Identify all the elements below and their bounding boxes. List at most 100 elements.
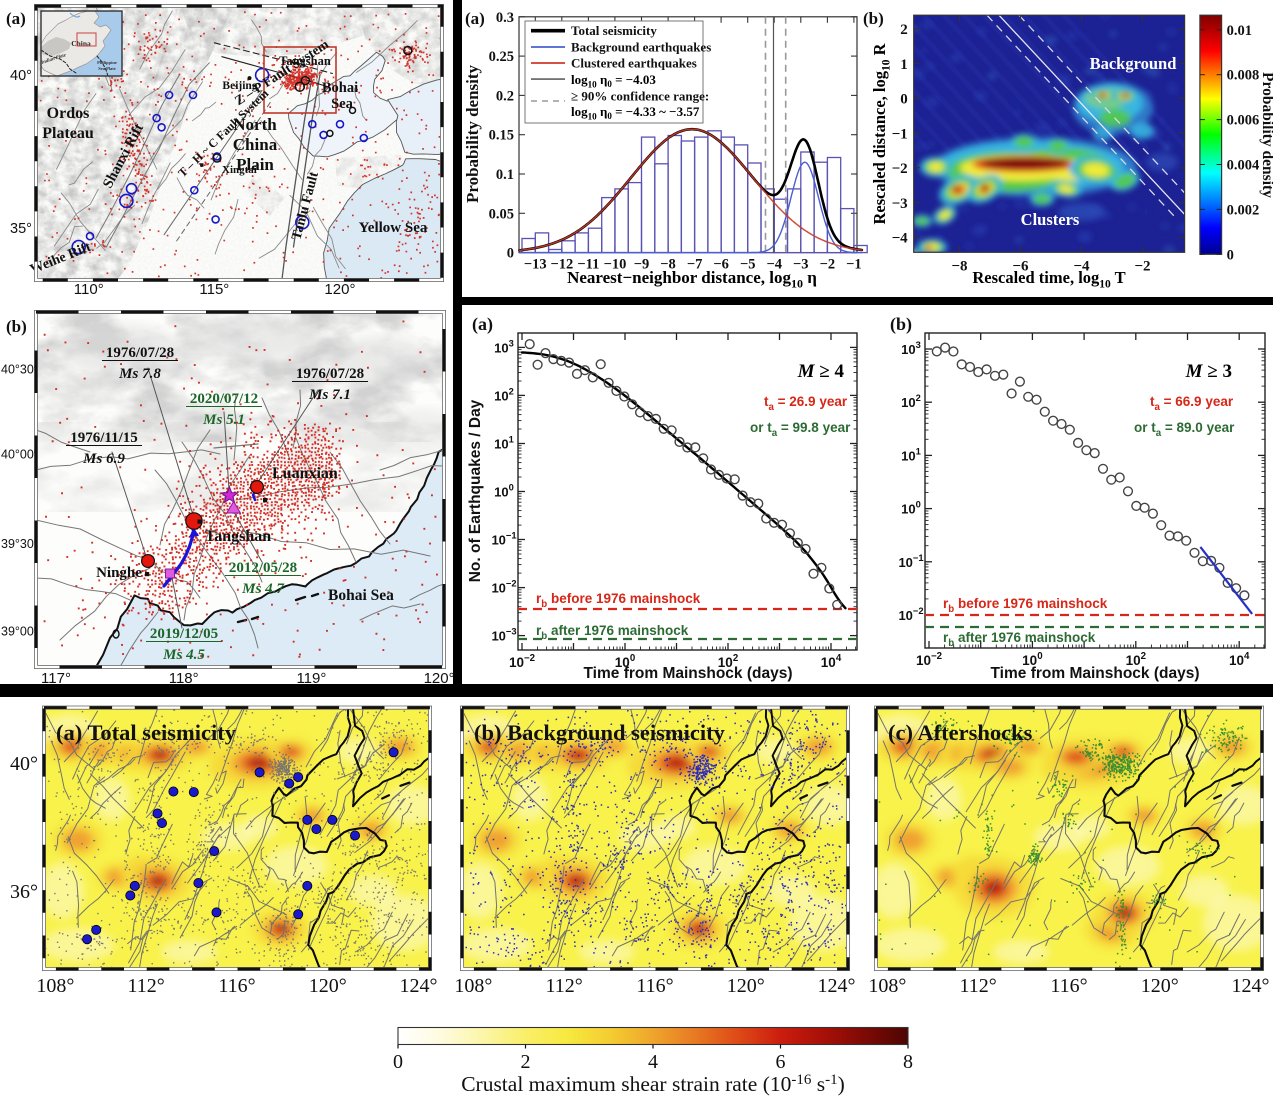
- svg-text:0: 0: [393, 1051, 403, 1073]
- svg-text:−8: −8: [660, 257, 676, 273]
- svg-text:116°: 116°: [1050, 975, 1087, 997]
- svg-text:2019/12/05: 2019/12/05: [150, 626, 218, 642]
- svg-text:(a): (a): [472, 314, 493, 335]
- svg-text:rb after 1976 mainshock: rb after 1976 mainshock: [943, 630, 1096, 649]
- svg-text:10−2: 10−2: [491, 579, 516, 596]
- svg-text:0.004: 0.004: [1227, 158, 1260, 174]
- svg-text:(a) Total seismicity: (a) Total seismicity: [56, 720, 237, 745]
- svg-text:124°: 124°: [818, 975, 856, 997]
- svg-text:≥ 90% confidence range:: ≥ 90% confidence range:: [571, 88, 709, 103]
- svg-text:2012/05/28: 2012/05/28: [229, 560, 297, 576]
- svg-text:−5: −5: [740, 257, 756, 273]
- svg-text:40°: 40°: [10, 68, 32, 84]
- svg-text:10−1: 10−1: [491, 531, 516, 548]
- svg-text:0.05: 0.05: [489, 206, 514, 222]
- svg-text:−2: −2: [892, 161, 908, 177]
- svg-text:Background: Background: [1090, 54, 1177, 73]
- svg-text:120°: 120°: [1141, 975, 1179, 997]
- svg-text:36°: 36°: [10, 881, 38, 903]
- svg-text:−4: −4: [1073, 258, 1090, 274]
- svg-text:Ordos: Ordos: [47, 105, 90, 122]
- svg-text:0: 0: [1227, 247, 1234, 263]
- svg-text:Time from Mainshock (days): Time from Mainshock (days): [990, 665, 1199, 682]
- svg-text:108°: 108°: [868, 975, 906, 997]
- svg-text:1976/11/15: 1976/11/15: [70, 430, 138, 446]
- svg-text:0: 0: [900, 92, 908, 108]
- svg-text:log10 η0 = −4.03: log10 η0 = −4.03: [571, 72, 656, 89]
- svg-text:120°: 120°: [324, 281, 355, 298]
- svg-text:101: 101: [901, 446, 921, 463]
- svg-text:ta = 26.9 year: ta = 26.9 year: [764, 394, 848, 413]
- svg-text:−13: −13: [524, 257, 547, 273]
- svg-text:Crustal maximum shear strain r: Crustal maximum shear strain rate (10-16…: [461, 1072, 845, 1096]
- svg-text:112°: 112°: [546, 975, 583, 997]
- svg-text:39°30′: 39°30′: [1, 537, 37, 551]
- svg-text:Tangshan: Tangshan: [279, 54, 331, 68]
- svg-text:North: North: [233, 115, 277, 134]
- svg-text:−1: −1: [892, 126, 908, 142]
- svg-text:Luanxian: Luanxian: [272, 465, 338, 482]
- svg-text:101: 101: [494, 434, 514, 451]
- svg-text:40°: 40°: [10, 753, 38, 775]
- svg-text:No. of Earthquakes / Day: No. of Earthquakes / Day: [467, 399, 484, 582]
- svg-text:Bohai Sea: Bohai Sea: [328, 587, 394, 604]
- svg-text:8: 8: [903, 1051, 913, 1073]
- svg-text:rb before 1976 mainshock: rb before 1976 mainshock: [943, 596, 1108, 615]
- svg-text:Nearest−neighbor distance, log: Nearest−neighbor distance, log10 η: [567, 268, 817, 291]
- svg-text:116°: 116°: [218, 975, 255, 997]
- svg-text:(b) Background seismicity: (b) Background seismicity: [474, 720, 726, 745]
- svg-text:1976/07/28: 1976/07/28: [296, 366, 364, 382]
- svg-text:(b): (b): [890, 314, 912, 335]
- svg-text:0.3: 0.3: [496, 10, 514, 26]
- svg-text:M ≥ 3: M ≥ 3: [1185, 361, 1232, 382]
- svg-text:40°30′: 40°30′: [1, 363, 37, 377]
- svg-text:10−3: 10−3: [491, 627, 516, 644]
- svg-text:−2: −2: [820, 257, 836, 273]
- svg-text:rb before 1976 mainshock: rb before 1976 mainshock: [536, 591, 701, 610]
- svg-text:−1: −1: [846, 257, 862, 273]
- svg-text:10−2: 10−2: [898, 606, 923, 623]
- svg-text:−9: −9: [634, 257, 650, 273]
- svg-text:120°: 120°: [727, 975, 765, 997]
- svg-text:Ms 7.1: Ms 7.1: [308, 387, 351, 403]
- svg-text:−12: −12: [550, 257, 573, 273]
- svg-text:1976/07/28: 1976/07/28: [106, 345, 174, 361]
- svg-text:124°: 124°: [1232, 975, 1270, 997]
- svg-text:Total seismicity: Total seismicity: [571, 23, 657, 38]
- svg-text:4: 4: [648, 1051, 658, 1073]
- svg-text:124°: 124°: [400, 975, 438, 997]
- svg-text:−6: −6: [713, 257, 729, 273]
- svg-text:Tangshan: Tangshan: [205, 528, 271, 545]
- svg-text:112°: 112°: [960, 975, 997, 997]
- svg-text:104: 104: [1229, 651, 1250, 668]
- svg-text:10−2: 10−2: [916, 651, 943, 668]
- svg-text:40°00′: 40°00′: [1, 448, 37, 462]
- svg-text:0: 0: [507, 246, 514, 262]
- svg-text:10−1: 10−1: [898, 553, 923, 570]
- svg-text:103: 103: [494, 338, 514, 355]
- svg-text:(a): (a): [6, 9, 26, 28]
- svg-text:0.002: 0.002: [1227, 202, 1260, 218]
- svg-text:6: 6: [776, 1051, 786, 1073]
- svg-text:−4: −4: [766, 257, 782, 273]
- svg-text:−3: −3: [793, 257, 809, 273]
- svg-text:log10 η0 = −4.33 ~ −3.57: log10 η0 = −4.33 ~ −3.57: [571, 104, 700, 121]
- svg-text:Background earthquakes: Background earthquakes: [571, 40, 711, 55]
- svg-text:1: 1: [900, 57, 908, 73]
- svg-text:102: 102: [901, 393, 921, 410]
- svg-text:Xingtai: Xingtai: [222, 164, 257, 176]
- svg-text:Time from Mainshock (days): Time from Mainshock (days): [583, 665, 792, 682]
- svg-text:Clusters: Clusters: [1021, 210, 1080, 229]
- svg-text:2: 2: [900, 22, 908, 38]
- svg-text:−2: −2: [1134, 258, 1150, 274]
- svg-text:10−2: 10−2: [509, 653, 536, 670]
- svg-text:0.008: 0.008: [1227, 68, 1260, 84]
- svg-text:104: 104: [821, 653, 842, 670]
- svg-text:Sea Plate: Sea Plate: [98, 66, 116, 71]
- svg-text:39°00′: 39°00′: [1, 625, 37, 639]
- svg-text:(b): (b): [863, 9, 884, 28]
- svg-text:China: China: [71, 39, 91, 48]
- svg-text:112°: 112°: [128, 975, 165, 997]
- svg-text:Rescaled distance, log10 R: Rescaled distance, log10 R: [870, 42, 893, 224]
- svg-text:100: 100: [901, 500, 921, 517]
